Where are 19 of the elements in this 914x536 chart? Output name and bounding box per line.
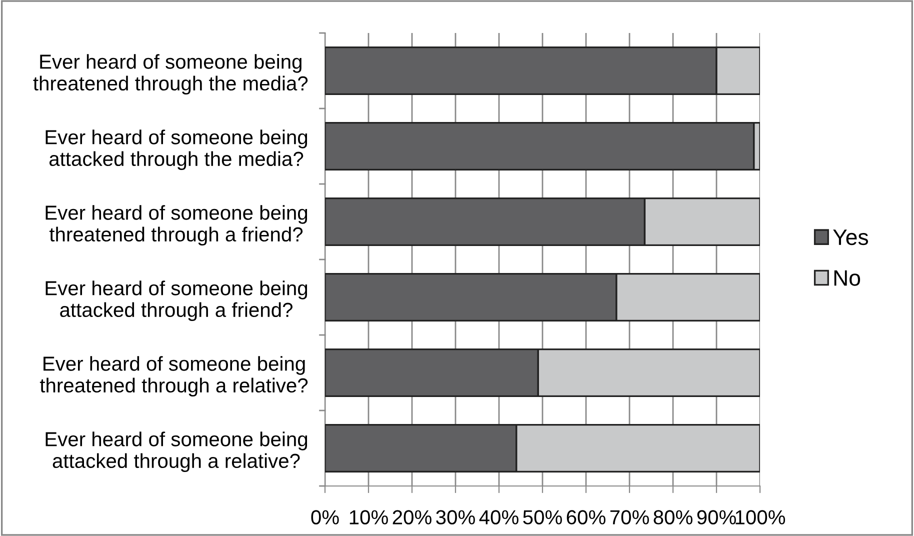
x-tick-label: 70% xyxy=(610,510,649,524)
x-tick-label: 40% xyxy=(479,510,518,524)
y-tick-label: Ever heard of someone being attacked through a friend? xyxy=(46,280,308,322)
x-tick-label: 100% xyxy=(736,510,786,524)
x-tick-label: 20% xyxy=(392,510,432,524)
x-tick-label: 60% xyxy=(566,510,606,524)
x-tick-label: 0% xyxy=(311,510,339,524)
x-tick-label: 90% xyxy=(697,510,736,524)
y-tick-label: Ever heard of someone being threatened through the media? xyxy=(33,54,308,95)
x-tick-label: 80% xyxy=(654,510,692,524)
y-tick-label: Ever heard of someone being threatened through a relative? xyxy=(40,356,308,397)
y-tick-label: Ever heard of someone being threatened through a friend? xyxy=(46,205,308,246)
x-tick-label: 10% xyxy=(350,510,388,524)
legend-label: Yes xyxy=(833,230,868,246)
y-tick-label: Ever heard of someone being attacked through the media? xyxy=(46,130,308,170)
y-tick-label: Ever heard of someone being attacked through a relative? xyxy=(46,432,308,472)
x-tick-label: 30% xyxy=(436,510,475,524)
x-tick-label: 50% xyxy=(523,510,562,524)
legend-label: No xyxy=(834,270,860,286)
